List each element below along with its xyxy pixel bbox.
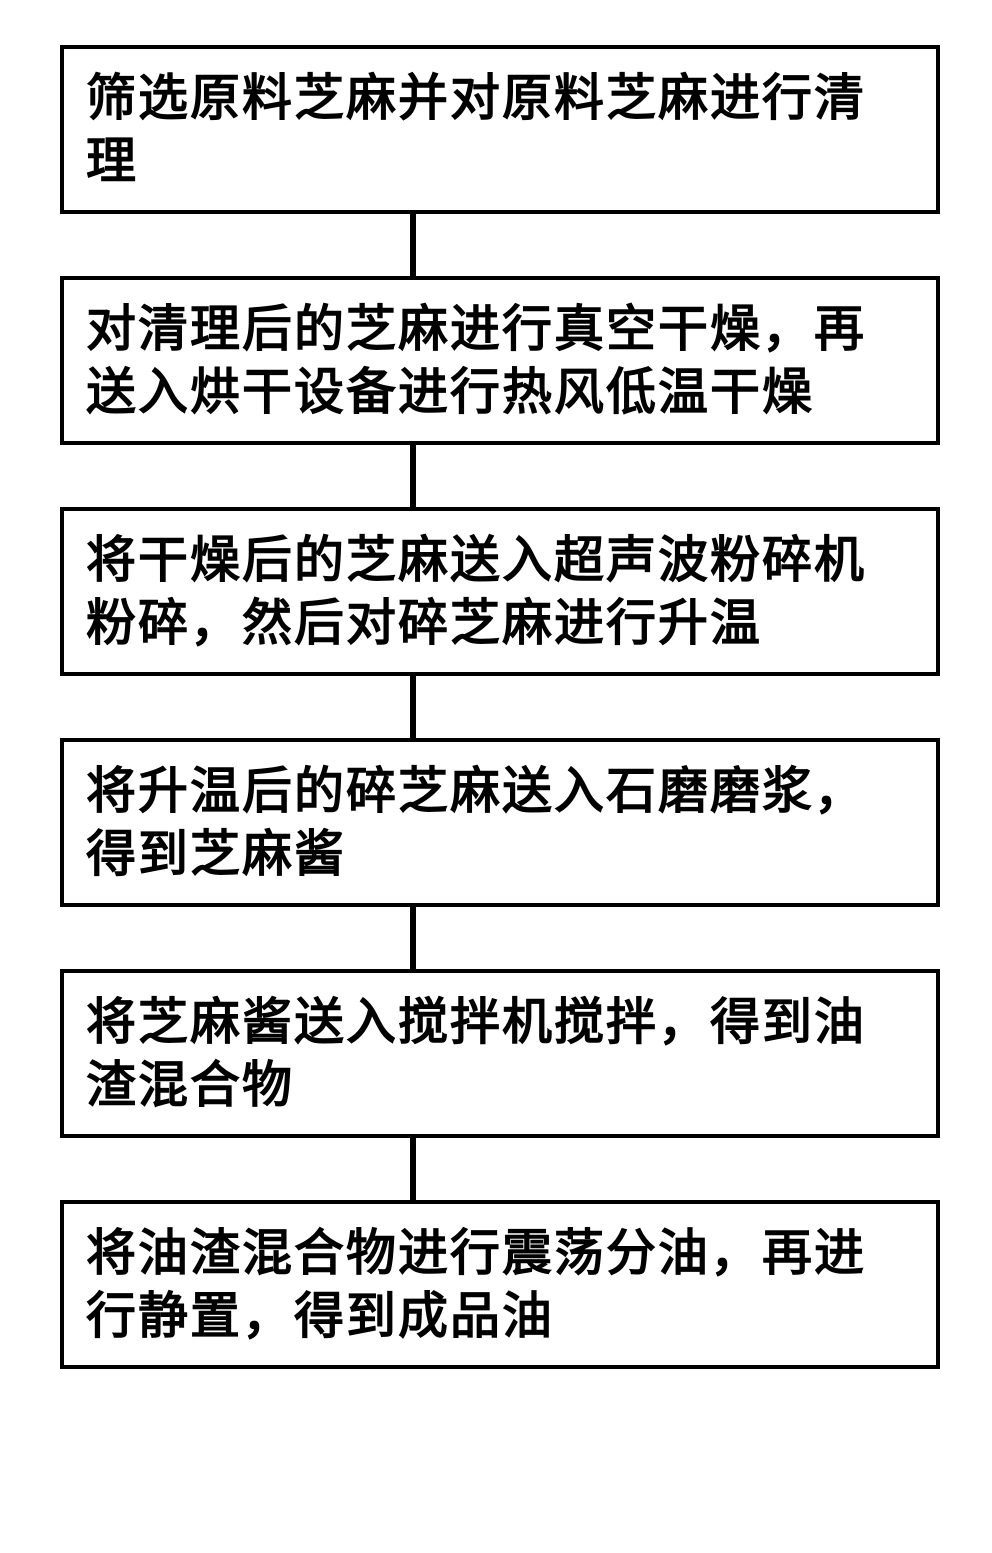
flowchart-step: 将升温后的碎芝麻送入石磨磨浆，得到芝麻酱	[60, 738, 940, 907]
flowchart-connector	[410, 1138, 416, 1200]
flowchart-step: 将干燥后的芝麻送入超声波粉碎机粉碎，然后对碎芝麻进行升温	[60, 507, 940, 676]
step-text: 筛选原料芝麻并对原料芝麻进行清理	[86, 67, 914, 192]
flowchart-step: 筛选原料芝麻并对原料芝麻进行清理	[60, 45, 940, 214]
flowchart-connector	[410, 214, 416, 276]
step-text: 将干燥后的芝麻送入超声波粉碎机粉碎，然后对碎芝麻进行升温	[86, 529, 914, 654]
flowchart-container: 筛选原料芝麻并对原料芝麻进行清理 对清理后的芝麻进行真空干燥，再送入烘干设备进行…	[60, 45, 940, 1369]
flowchart-connector	[410, 445, 416, 507]
flowchart-connector	[410, 676, 416, 738]
flowchart-connector	[410, 907, 416, 969]
flowchart-step: 对清理后的芝麻进行真空干燥，再送入烘干设备进行热风低温干燥	[60, 276, 940, 445]
step-text: 将升温后的碎芝麻送入石磨磨浆，得到芝麻酱	[86, 760, 914, 885]
flowchart-step: 将芝麻酱送入搅拌机搅拌，得到油渣混合物	[60, 969, 940, 1138]
flowchart-step: 将油渣混合物进行震荡分油，再进行静置，得到成品油	[60, 1200, 940, 1369]
step-text: 对清理后的芝麻进行真空干燥，再送入烘干设备进行热风低温干燥	[86, 298, 914, 423]
step-text: 将芝麻酱送入搅拌机搅拌，得到油渣混合物	[86, 991, 914, 1116]
step-text: 将油渣混合物进行震荡分油，再进行静置，得到成品油	[86, 1222, 914, 1347]
